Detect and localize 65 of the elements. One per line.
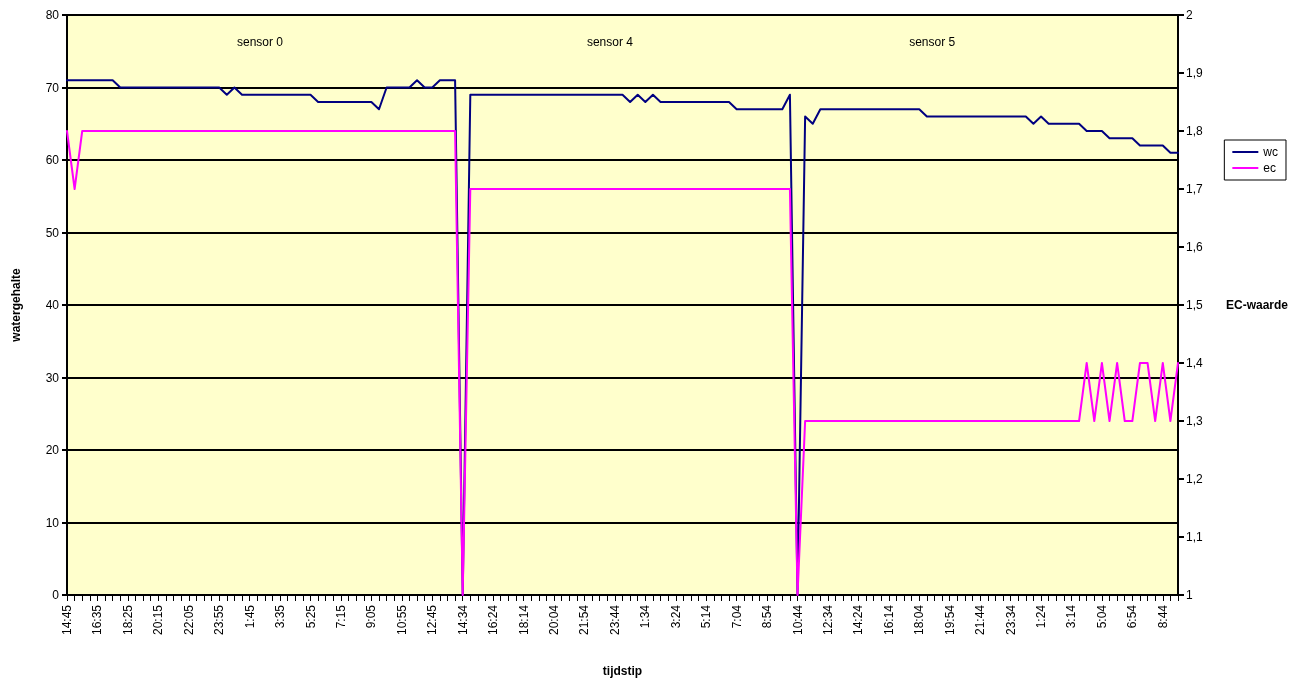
x-tick-label: 8:44 <box>1155 604 1170 629</box>
y-tick-label: 80 <box>45 8 60 22</box>
y-tick-label: 50 <box>45 225 60 240</box>
x-tick-label: 16:14 <box>881 604 896 636</box>
y2-tick-label: 1,7 <box>1186 182 1204 196</box>
y-tick-label: 40 <box>45 298 60 312</box>
x-tick-label: 16:35 <box>90 604 105 636</box>
x-tick-label: 5:14 <box>699 604 714 629</box>
y-tick-label: 10 <box>45 515 60 530</box>
y-axis-title: watergehalte <box>9 267 23 343</box>
x-tick-label: 18:25 <box>120 604 135 636</box>
x-tick-label: 20:15 <box>151 604 166 636</box>
x-tick-label: 1:45 <box>242 604 257 629</box>
x-tick-label: 10:55 <box>394 604 409 636</box>
x-tick-label: 7:04 <box>729 604 744 629</box>
y2-tick-label: 1,4 <box>1186 356 1204 370</box>
x-tick-label: 14:45 <box>60 604 74 636</box>
annotation: sensor 0 <box>236 35 284 49</box>
x-tick-label: 3:24 <box>668 604 683 629</box>
y-tick-label: 0 <box>52 588 60 602</box>
x-tick-label: 1:24 <box>1034 604 1049 629</box>
y2-tick-label: 1 <box>1186 588 1193 602</box>
x-tick-label: 23:34 <box>1003 604 1018 636</box>
x-tick-label: 10:44 <box>790 604 805 636</box>
x-tick-label: 3:35 <box>273 604 288 629</box>
y2-tick-label: 2 <box>1186 8 1193 22</box>
y2-tick-label: 1,1 <box>1186 530 1204 544</box>
x-tick-label: 20:04 <box>547 604 562 636</box>
y-tick-label: 60 <box>45 153 60 167</box>
x-axis-title: tijdstip <box>602 664 643 678</box>
y2-tick-label: 1,8 <box>1186 124 1204 138</box>
y2-tick-label: 1,6 <box>1186 240 1204 254</box>
x-tick-label: 21:54 <box>577 604 592 636</box>
x-tick-label: 14:24 <box>851 604 866 636</box>
x-tick-label: 9:05 <box>364 604 379 629</box>
legend-label: wc <box>1262 145 1279 159</box>
x-tick-label: 16:24 <box>486 604 501 636</box>
y2-tick-label: 1,3 <box>1186 414 1204 428</box>
x-tick-label: 21:44 <box>973 604 988 636</box>
x-tick-label: 6:54 <box>1125 604 1140 629</box>
y2-tick-label: 1,5 <box>1186 298 1204 312</box>
x-tick-label: 5:04 <box>1094 604 1109 629</box>
y-tick-label: 70 <box>45 80 60 95</box>
x-tick-label: 19:54 <box>942 604 957 636</box>
x-tick-label: 8:54 <box>760 604 775 629</box>
x-tick-label: 14:34 <box>455 604 470 636</box>
y-tick-label: 20 <box>45 443 60 457</box>
x-tick-label: 5:25 <box>303 604 318 629</box>
x-tick-label: 23:55 <box>212 604 227 636</box>
x-tick-label: 7:15 <box>333 604 348 629</box>
y2-tick-label: 1,2 <box>1186 472 1204 486</box>
x-tick-label: 22:05 <box>181 604 196 636</box>
y2-tick-label: 1,9 <box>1186 66 1204 80</box>
x-tick-label: 23:44 <box>607 604 622 636</box>
x-tick-label: 18:14 <box>516 604 531 636</box>
legend-label: ec <box>1263 161 1277 175</box>
y-tick-label: 30 <box>45 370 60 385</box>
annotation: sensor 4 <box>586 35 634 49</box>
x-tick-label: 3:14 <box>1064 604 1079 629</box>
x-tick-label: 18:04 <box>912 604 927 636</box>
y2-axis-title: EC-waarde <box>1226 298 1289 312</box>
annotation: sensor 5 <box>909 35 956 49</box>
x-tick-label: 12:45 <box>425 604 440 636</box>
x-tick-label: 1:34 <box>638 604 653 629</box>
x-tick-label: 12:34 <box>820 604 835 636</box>
